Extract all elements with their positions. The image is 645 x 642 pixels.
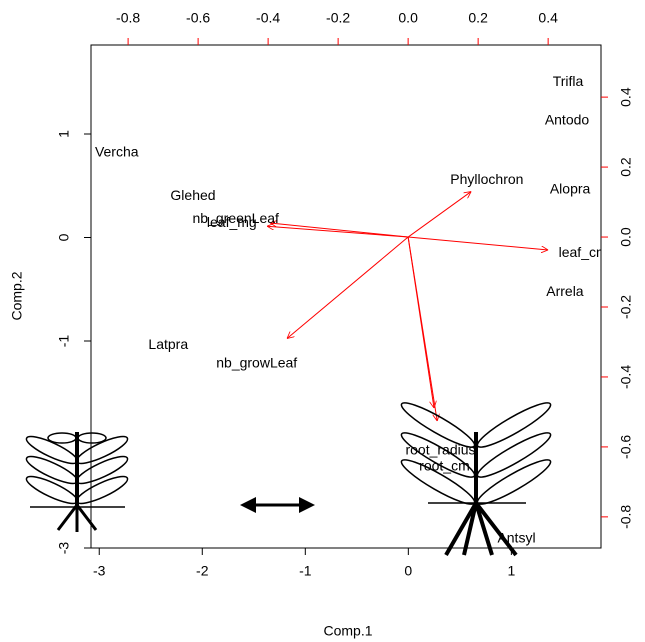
double-arrow [240, 497, 315, 513]
loading-arrow [270, 223, 409, 238]
score-label: Arrela [546, 283, 584, 299]
x-axis-label: Comp.1 [323, 623, 372, 639]
loading-label: nb_greenLeaf [193, 210, 280, 226]
x2-tick-label: -0.8 [116, 10, 140, 26]
y2-tick-label: -0.2 [618, 295, 634, 319]
loading-arrow [407, 236, 437, 421]
y2-tick-label: 0.4 [618, 87, 634, 107]
plant-large [400, 402, 552, 557]
x-tick-label: -3 [93, 563, 106, 579]
loading-arrow [407, 192, 471, 238]
score-label: Glehed [170, 187, 215, 203]
x2-tick-label: 0.2 [468, 10, 488, 26]
x-tick-label: 1 [507, 563, 515, 579]
score-label: Latpra [148, 336, 188, 352]
y2-tick-label: 0.0 [618, 227, 634, 247]
y-axis-label: Comp.2 [9, 271, 25, 320]
y2-tick-label: -0.4 [618, 365, 634, 389]
y2-tick-label: -0.8 [618, 505, 634, 529]
loading-arrow [287, 236, 409, 338]
x2-tick-label: 0.0 [398, 10, 418, 26]
x-tick-label: -1 [299, 563, 312, 579]
loading-label: leaf_mg [207, 214, 257, 230]
x2-tick-label: -0.6 [186, 10, 210, 26]
plot-area: Trifla Antodo Vercha Glehed Alopra Arrela Latp… [95, 73, 608, 545]
y2-tick-label: 0.2 [618, 157, 634, 177]
y-tick-label: -3 [56, 542, 72, 555]
y-tick-label: 1 [56, 130, 72, 138]
y-tick-label: -1 [56, 335, 72, 348]
y-tick-label: 0 [56, 233, 72, 241]
loading-label: leaf_cm [559, 244, 608, 260]
x2-tick-label: 0.4 [538, 10, 558, 26]
plant-small [25, 432, 129, 532]
y2-tick-label: -0.6 [618, 435, 634, 459]
x-tick-label: -2 [196, 563, 209, 579]
loading-arrow [408, 236, 548, 250]
x-tick-label: 0 [404, 563, 412, 579]
score-label: Antodo [545, 111, 590, 127]
loading-label: root_cm [419, 458, 470, 474]
score-label: Vercha [95, 143, 139, 159]
loading-label: root_radius [405, 442, 475, 458]
loading-label: Phyllochron [450, 171, 523, 187]
loading-arrow [267, 226, 409, 238]
score-label: Alopra [550, 181, 591, 197]
loading-label: nb_growLeaf [216, 355, 297, 371]
x2-tick-label: -0.4 [256, 10, 280, 26]
score-label: Trifla [553, 73, 584, 89]
plot-box [90, 44, 602, 549]
x2-tick-label: -0.2 [326, 10, 350, 26]
